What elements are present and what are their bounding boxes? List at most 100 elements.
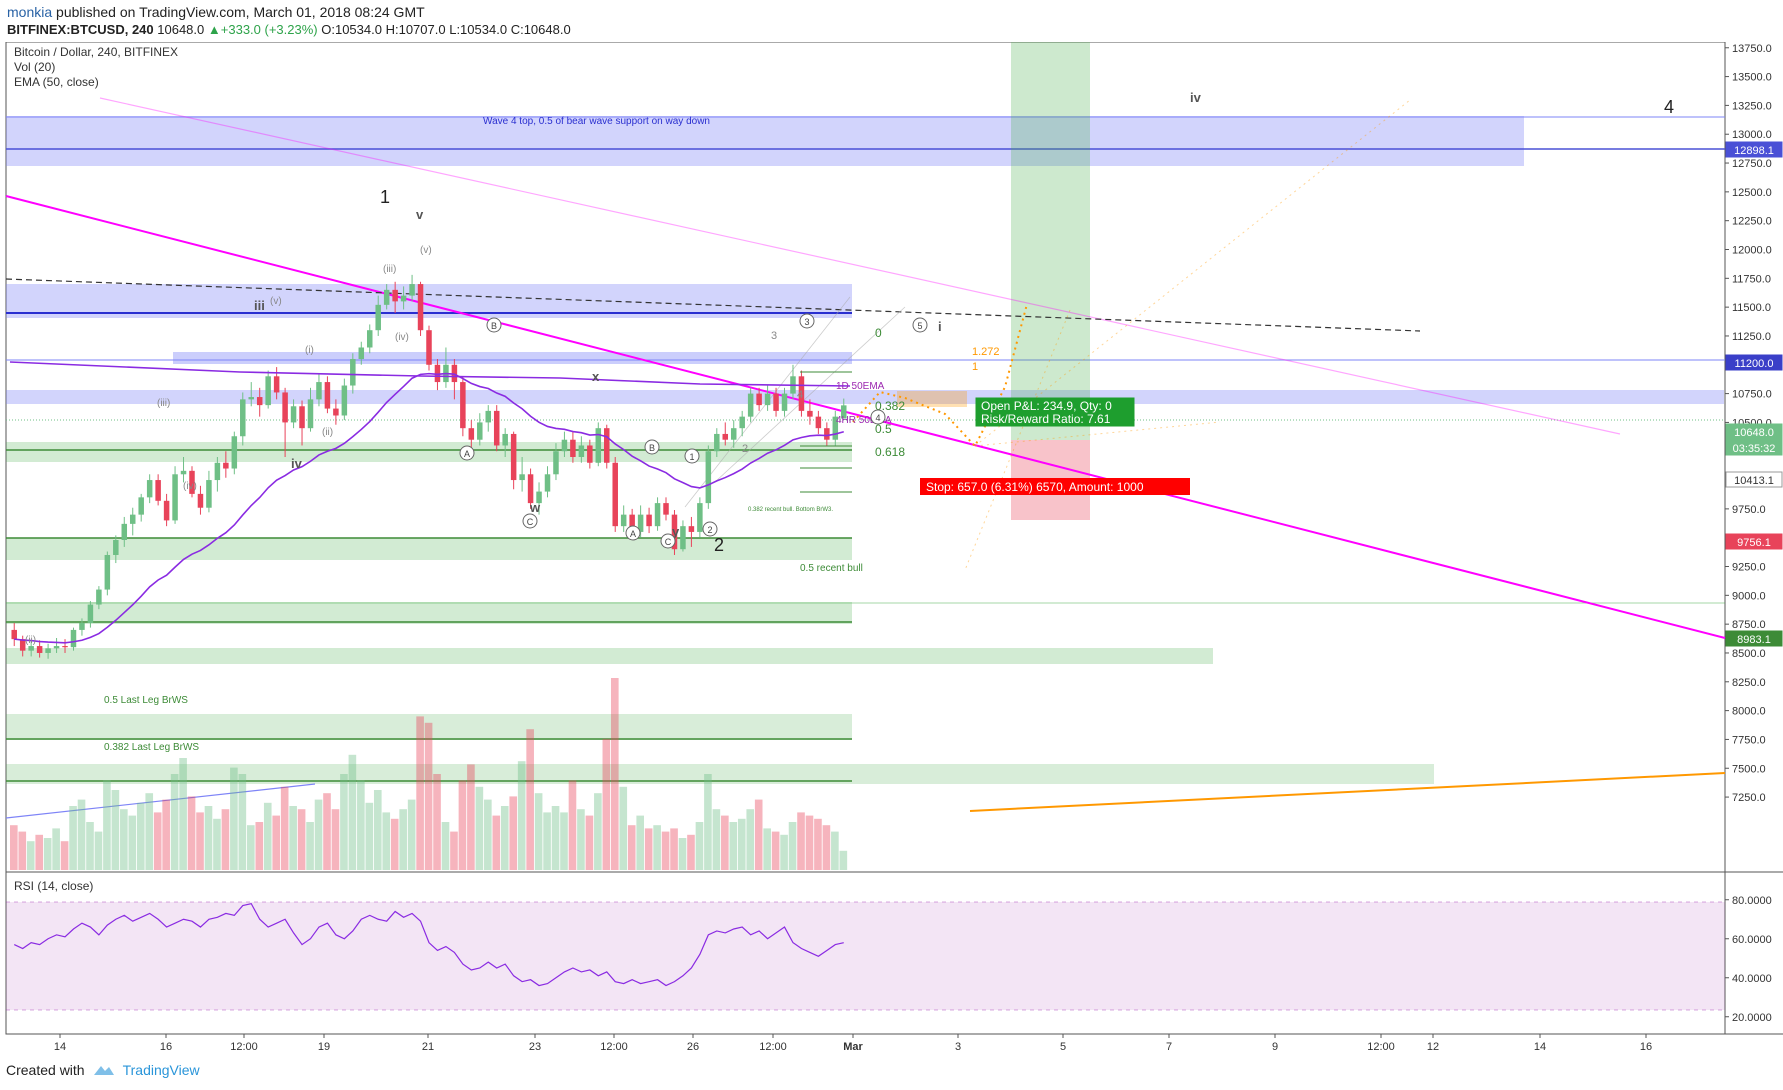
last-leg-zone-0382	[6, 764, 1434, 784]
volume-bar	[263, 802, 272, 870]
time-tick: 7	[1166, 1034, 1172, 1053]
fork-line-2	[714, 306, 906, 483]
volume-bar	[543, 812, 551, 870]
candle	[587, 439, 593, 469]
close-value: C:10648.0	[510, 22, 571, 37]
candle	[824, 422, 830, 446]
wave-circle-c3: 3	[799, 313, 815, 329]
dashed-trendline	[5, 278, 1421, 332]
ema-lines	[9, 361, 851, 644]
time-tick: 19	[318, 1034, 330, 1053]
wave-4: 4	[1664, 97, 1674, 117]
candle	[612, 457, 618, 532]
volume-bar	[822, 825, 831, 870]
volume-bar	[323, 793, 331, 870]
time-tick: 16	[160, 1034, 172, 1053]
wave-i: i	[938, 319, 942, 334]
author-link[interactable]: monkia	[7, 4, 53, 20]
volume-bar	[357, 780, 365, 870]
price-tick: 9750.0	[1725, 504, 1766, 516]
wave-y: y	[672, 524, 680, 539]
time-tick: 12:00	[759, 1034, 787, 1053]
candle	[256, 387, 263, 417]
fib-1: 1	[972, 361, 978, 373]
svg-text:8983.1: 8983.1	[1737, 634, 1771, 646]
wave-s-iii2: (iii)	[157, 398, 170, 409]
svg-text:21: 21	[422, 1041, 434, 1053]
symbol-label: BITFINEX:BTCUSD, 240	[7, 22, 154, 37]
fib-0: 0	[875, 326, 882, 340]
price-tick: 12500.0	[1725, 187, 1772, 199]
fib-levels	[800, 371, 852, 493]
volume-bar	[670, 828, 678, 870]
candle	[392, 281, 398, 313]
wave-iv: iv	[291, 456, 303, 471]
volume-bar	[297, 809, 306, 870]
purple-rsi-trend	[5, 783, 316, 819]
candle	[460, 376, 466, 437]
light-magenta-trendline	[99, 97, 1621, 435]
volume-bar	[52, 828, 60, 870]
svg-text:12:00: 12:00	[600, 1041, 628, 1053]
candle	[223, 451, 229, 478]
candle	[561, 431, 568, 457]
fib-1272: 1.272	[972, 346, 1000, 358]
candle	[214, 457, 221, 492]
ohlc-line: BITFINEX:BTCUSD, 240 10648.0 ▲+333.0 (+3…	[7, 22, 571, 37]
time-tick: Mar	[843, 1034, 863, 1053]
volume-bar	[280, 786, 289, 870]
candle	[129, 507, 136, 536]
wave-iii: iii	[254, 298, 265, 313]
wave-circle-c1: 1	[684, 448, 700, 464]
rsi-tick: 80.0000	[1725, 895, 1772, 907]
svg-text:7500.0: 7500.0	[1732, 763, 1766, 775]
svg-text:12250.0: 12250.0	[1732, 216, 1772, 228]
svg-text:12:00: 12:00	[230, 1041, 258, 1053]
tradingview-logo-icon[interactable]	[93, 1063, 115, 1077]
volume-bar	[247, 825, 255, 870]
orange-target-box	[897, 391, 967, 407]
volume-bar	[788, 822, 797, 870]
volume-bar	[69, 806, 77, 870]
volume-bar	[467, 764, 475, 870]
svg-text:11500.0: 11500.0	[1732, 302, 1771, 314]
volume-bar	[636, 815, 645, 870]
svg-text:3: 3	[955, 1041, 961, 1053]
volume-bar	[128, 815, 137, 870]
rsi-line	[13, 902, 844, 987]
volume-bar	[610, 678, 619, 870]
candle	[671, 510, 678, 555]
volume-bar	[433, 774, 441, 870]
volume-bars	[10, 678, 848, 870]
svg-text:80.0000: 80.0000	[1732, 895, 1772, 907]
small-3: 3	[771, 330, 777, 342]
orange-trendline	[969, 772, 1726, 812]
candle	[400, 286, 407, 310]
recent-bull-bottom-label: 0.382 recent bull. Bottom BrW3.	[748, 507, 833, 513]
candle	[654, 497, 661, 531]
volume-bar	[331, 809, 340, 870]
tradingview-link[interactable]: TradingView	[122, 1062, 200, 1078]
candle	[477, 413, 483, 446]
magenta-trendline	[5, 195, 1726, 639]
last-leg-0382-label: 0.382 Last Leg BrWS	[104, 742, 199, 753]
candles	[11, 274, 847, 659]
support-zone-4	[6, 648, 1213, 664]
svg-text:12:00: 12:00	[1367, 1041, 1395, 1053]
volume-bar	[771, 831, 780, 870]
time-tick: 26	[687, 1034, 699, 1053]
candle	[510, 431, 517, 490]
pnl-box	[975, 397, 1135, 427]
price-tick: 7750.0	[1725, 734, 1766, 746]
candle	[189, 466, 195, 498]
price-tick: 13250.0	[1725, 100, 1772, 112]
price-chart[interactable]: Bitcoin / Dollar, 240, BITFINEX Vol (20)…	[0, 42, 1783, 1058]
chart-labels: Bitcoin / Dollar, 240, BITFINEX Vol (20)…	[14, 45, 1674, 893]
price-tag: 12898.1	[1725, 141, 1783, 158]
pnl-line2: Risk/Reward Ratio: 7.61	[981, 412, 1111, 426]
svg-text:9000.0: 9000.0	[1732, 590, 1766, 602]
svg-text:9750.0: 9750.0	[1732, 504, 1766, 516]
candle	[341, 378, 348, 421]
candle	[197, 485, 204, 515]
candle	[578, 436, 585, 463]
